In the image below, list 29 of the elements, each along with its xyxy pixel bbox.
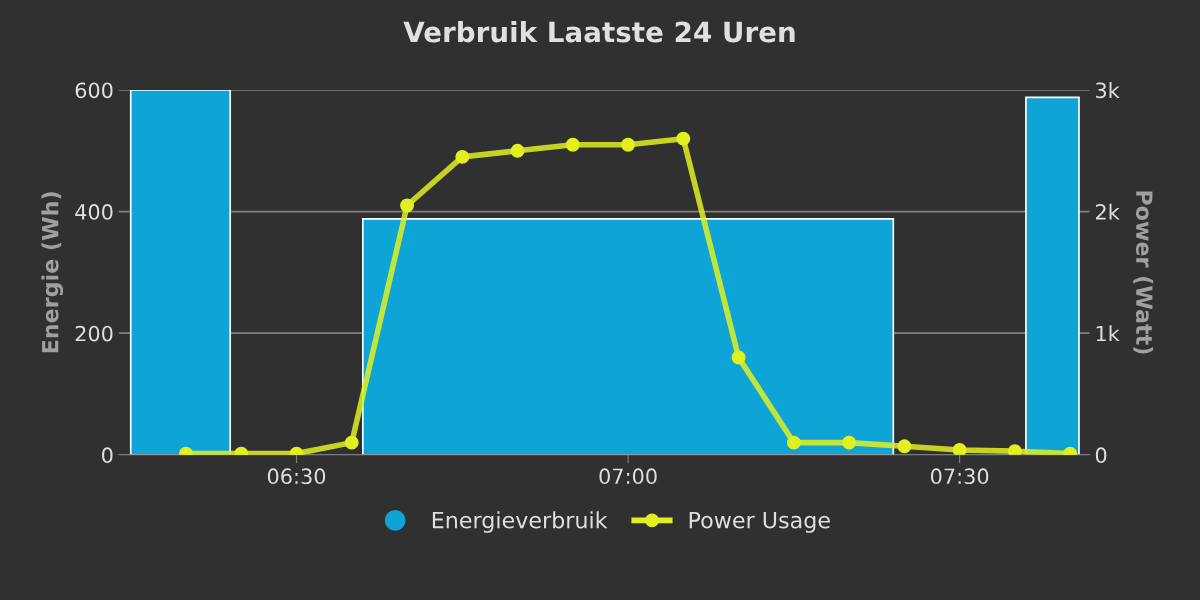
x-tick-label: 07:00 [599,468,657,485]
point [897,439,912,454]
y2-tick-label: 0 [1095,447,1107,464]
point [1007,444,1022,455]
y2-tick-label: 2k [1095,203,1120,220]
x-tick-label: 06:30 [267,468,326,485]
y2-tick-label: 3k [1096,82,1120,99]
point [400,198,415,213]
point [952,442,967,455]
y2-tick-label: 1k [1096,325,1120,342]
y-tick-label: 400 [75,204,113,220]
y-tick-label: 0 [102,447,113,464]
y2-axis-title: Power (Watt) [1133,191,1154,354]
y-axis-title: Energie (Wh) [41,192,64,353]
point [842,435,857,450]
point [731,350,746,365]
point [455,149,470,164]
text: Energieverbruik [432,511,608,533]
point [510,143,525,158]
legend-label: Power Usage [689,511,830,533]
point [565,137,580,152]
point [786,435,801,450]
y-tick-label: 200 [75,325,113,342]
x-tick-label: 07:30 [930,468,989,485]
point [344,435,359,450]
point [621,137,636,152]
y-tick-label: 600 [75,82,113,99]
chart-title: Verbruik Laatste 24 Uren [403,21,795,43]
point [676,131,691,146]
